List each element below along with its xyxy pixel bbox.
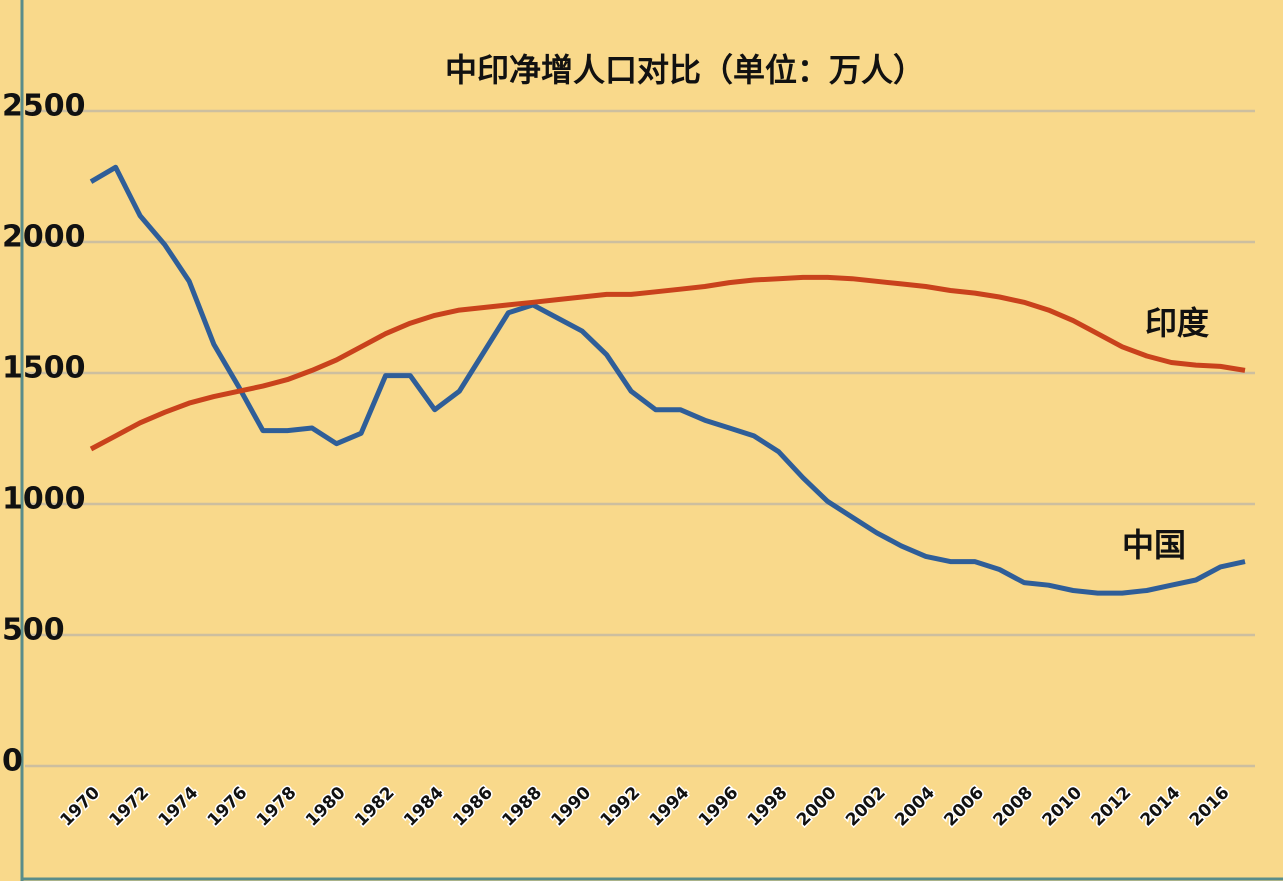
y-tick-label: 2500 — [2, 89, 86, 124]
lines — [89, 164, 1246, 596]
y-tick-label: 2000 — [2, 220, 86, 255]
series-label: 中国 — [1122, 526, 1186, 564]
y-tick-label: 0 — [2, 744, 23, 779]
chart-title: 中印净增人口对比（单位：万人） — [445, 51, 925, 89]
y-tick-label: 500 — [2, 613, 65, 648]
y-tick-label: 1500 — [2, 351, 86, 386]
series-line — [89, 164, 1246, 596]
series-line — [89, 274, 1246, 452]
y-tick-label: 1000 — [2, 482, 86, 517]
series-label: 印度 — [1145, 304, 1209, 342]
